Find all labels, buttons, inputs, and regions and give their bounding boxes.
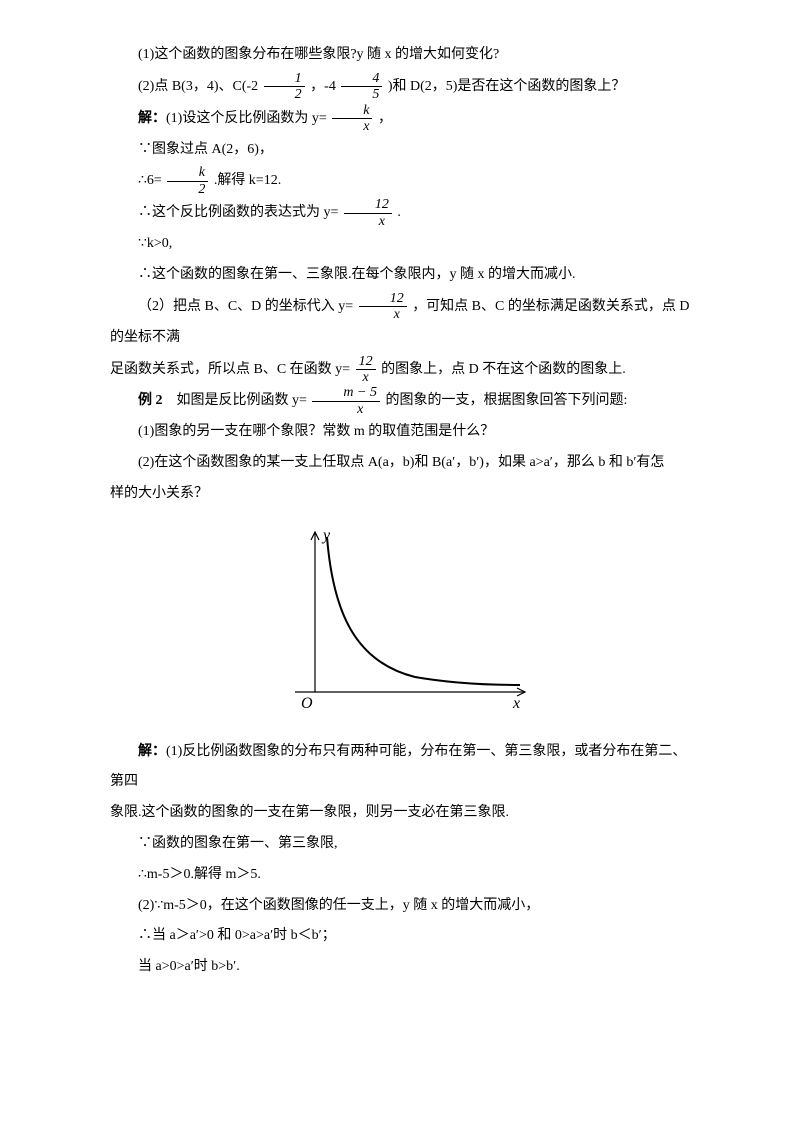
frac-num: m − 5 — [312, 385, 380, 401]
line-20: ∴当 a＞a′>0 和 0>a>a′时 b＜b′； — [110, 921, 700, 952]
line-15a: (1)反比例函数图象的分布只有两种可能，分布在第一、第三象限，或者分布在第二、第… — [110, 744, 686, 790]
frac-den: 5 — [341, 87, 382, 102]
graph-container: y x O — [110, 522, 700, 725]
label-example-2: 例 2 — [138, 394, 163, 409]
curve-path — [327, 537, 520, 685]
frac-num: 1 — [264, 71, 305, 87]
line-16: 象限.这个函数的图象的一支在第一象限，则另一支必在第三象限. — [110, 798, 700, 829]
line-2b: ，-4 — [310, 79, 336, 94]
line-3b: ， — [378, 111, 392, 126]
frac-num: 12 — [344, 197, 392, 213]
frac-2b: 4 5 — [341, 71, 382, 103]
line-12: (1)图象的另一支在哪个象限？常数 m 的取值范围是什么？ — [110, 417, 700, 448]
line-2a: (2)点 B(3，4)、C(-2 — [138, 79, 258, 94]
line-11b: 的图象的一支，根据图象回答下列问题: — [385, 394, 627, 409]
line-5: ∴6= k 2 .解得 k=12. — [110, 165, 700, 197]
label-solve-2: 解： — [138, 744, 166, 759]
y-label: y — [321, 527, 331, 544]
frac-den: x — [332, 119, 372, 134]
line-5b: .解得 k=12. — [214, 174, 281, 189]
line-6b: . — [397, 205, 401, 220]
line-9: （2）把点 B、C、D 的坐标代入 y= 12 x ，可知点 B、C 的坐标满足… — [110, 291, 700, 354]
line-21: 当 a>0>a′时 b>b′. — [110, 952, 700, 983]
origin-label: O — [301, 695, 313, 712]
line-17: ∵函数的图象在第一、第三象限, — [110, 829, 700, 860]
line-9a: （2）把点 B、C、D 的坐标代入 y= — [138, 299, 353, 314]
line-15: 解：(1)反比例函数图象的分布只有两种可能，分布在第一、第三象限，或者分布在第二… — [110, 737, 700, 799]
line-6: ∴这个反比例函数的表达式为 y= 12 x . — [110, 197, 700, 229]
line-1: (1)这个函数的图象分布在哪些象限?y 随 x 的增大如何变化? — [110, 40, 700, 71]
line-14: 样的大小关系？ — [110, 479, 700, 510]
line-2c: )和 D(2，5)是否在这个函数的图象上？ — [388, 79, 626, 94]
frac-9: 12 x — [359, 291, 407, 323]
line-10b: 的图象上，点 D 不在这个函数的图象上. — [381, 362, 626, 377]
line-11: 例 2 如图是反比例函数 y= m − 5 x 的图象的一支，根据图象回答下列问… — [110, 385, 700, 417]
frac-den: 2 — [167, 182, 208, 197]
page-container: (1)这个函数的图象分布在哪些象限?y 随 x 的增大如何变化? (2)点 B(… — [0, 0, 800, 1023]
frac-den: x — [359, 307, 407, 322]
frac-num: k — [167, 165, 208, 181]
frac-den: x — [344, 214, 392, 229]
line-3: 解：(1)设这个反比例函数为 y= k x ， — [110, 103, 700, 135]
frac-5: k 2 — [167, 165, 208, 197]
line-3a: (1)设这个反比例函数为 y= — [166, 111, 327, 126]
line-18: ∴m-5＞0.解得 m＞5. — [110, 860, 700, 891]
label-solve: 解： — [138, 111, 166, 126]
frac-num: 4 — [341, 71, 382, 87]
line-5a: ∴6= — [138, 174, 162, 189]
line-10a: 足函数关系式，所以点 B、C 在函数 y= — [110, 362, 350, 377]
frac-11: m − 5 x — [312, 385, 380, 417]
frac-den: x — [356, 370, 376, 385]
line-7: ∵k>0, — [110, 229, 700, 260]
frac-num: k — [332, 103, 372, 119]
frac-den: x — [312, 402, 380, 417]
frac-6: 12 x — [344, 197, 392, 229]
line-8: ∴这个函数的图象在第一、三象限.在每个象限内，y 随 x 的增大而减小. — [110, 260, 700, 291]
frac-num: 12 — [359, 291, 407, 307]
line-2: (2)点 B(3，4)、C(-2 1 2 ，-4 4 5 )和 D(2，5)是否… — [110, 71, 700, 103]
frac-3: k x — [332, 103, 372, 135]
reciprocal-graph: y x O — [275, 522, 535, 712]
line-19: (2)∵m-5＞0，在这个函数图像的任一支上，y 随 x 的增大而减小， — [110, 891, 700, 922]
frac-num: 12 — [356, 354, 376, 370]
line-13: (2)在这个函数图象的某一支上任取点 A(a，b)和 B(a′，b′)，如果 a… — [110, 448, 700, 479]
frac-den: 2 — [264, 87, 305, 102]
line-10: 足函数关系式，所以点 B、C 在函数 y= 12 x 的图象上，点 D 不在这个… — [110, 354, 700, 386]
line-4: ∵图象过点 A(2，6)， — [110, 135, 700, 166]
line-11a: 如图是反比例函数 y= — [163, 394, 307, 409]
line-6a: ∴这个反比例函数的表达式为 y= — [138, 205, 338, 220]
x-label: x — [512, 695, 520, 712]
frac-10: 12 x — [356, 354, 376, 386]
frac-2a: 1 2 — [264, 71, 305, 103]
